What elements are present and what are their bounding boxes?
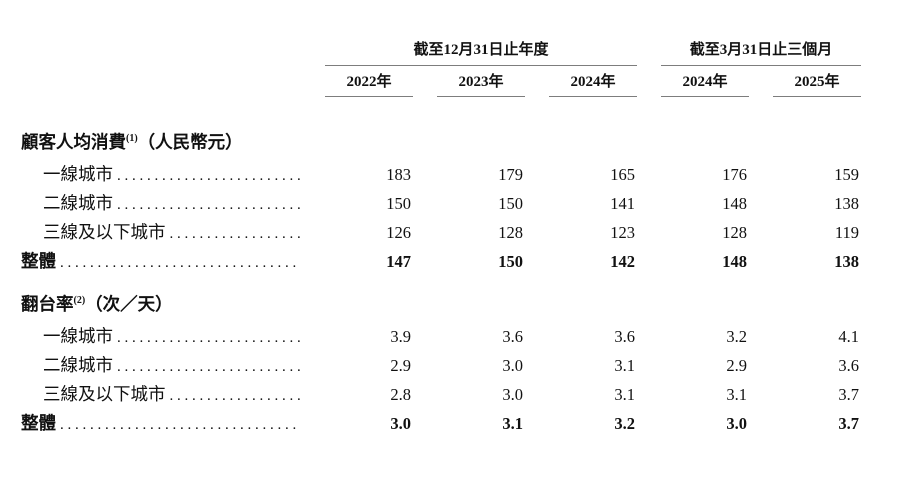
table-row: 三線及以下城市 126 128 123 128 119 <box>21 218 914 247</box>
value-cell-0: 183 <box>386 165 411 184</box>
dot-leader <box>60 249 301 278</box>
value-cell-4: 159 <box>834 165 859 184</box>
value-cell-1: 179 <box>498 165 523 184</box>
value-cell-1: 3.0 <box>502 356 523 375</box>
value-cell-1: 3.0 <box>502 385 523 404</box>
dot-leader <box>60 411 301 440</box>
value-cell-4: 119 <box>834 223 859 242</box>
value-cell-2: 3.1 <box>614 356 635 375</box>
value-cell-0: 126 <box>386 223 411 242</box>
section-title-text: 翻台率 <box>21 294 74 314</box>
value-cell-4: 3.7 <box>838 414 859 433</box>
value-cell-2: 3.6 <box>614 327 635 346</box>
value-cell-4: 3.7 <box>838 385 859 404</box>
value-cell-1: 150 <box>498 252 523 271</box>
value-cell-3: 3.2 <box>726 327 747 346</box>
section-title-unit: （人民幣元） <box>137 132 243 152</box>
section-title-text: 顧客人均消費 <box>21 132 126 152</box>
row-label-cell: 一線城市 <box>21 322 301 353</box>
value-cell-3: 148 <box>722 252 747 271</box>
value-cell-1: 3.6 <box>502 327 523 346</box>
table-row: 一線城市 183 179 165 176 159 <box>21 160 914 189</box>
value-cell-3: 128 <box>722 223 747 242</box>
value-cell-4: 138 <box>834 194 859 213</box>
row-label: 一線城市 <box>43 326 113 346</box>
value-cell-2: 141 <box>610 194 635 213</box>
col-group-three-months: 截至3月31日止三個月 <box>661 40 861 66</box>
dot-leader <box>170 220 302 249</box>
dot-leader <box>117 353 301 382</box>
column-header-4: 2025年 <box>773 66 861 97</box>
row-label-cell: 整體 <box>21 247 301 278</box>
footnote-marker: (2) <box>73 295 86 307</box>
value-cell-4: 3.6 <box>838 356 859 375</box>
value-cell-3: 176 <box>722 165 747 184</box>
row-label: 整體 <box>21 251 56 271</box>
table-row: 整體 3.0 3.1 3.2 3.0 3.7 <box>21 409 914 438</box>
value-cell-0: 2.9 <box>390 356 411 375</box>
row-label-cell: 一線城市 <box>21 160 301 191</box>
section-title-unit: （次／天） <box>85 294 173 314</box>
year-header-row: 2022年 2023年 2024年 2024年 2025年 <box>21 66 914 97</box>
table-row: 三線及以下城市 2.8 3.0 3.1 3.1 3.7 <box>21 380 914 409</box>
row-label-cell: 二線城市 <box>21 351 301 382</box>
section-title: 翻台率(2)（次／天） <box>21 292 861 316</box>
row-label: 二線城市 <box>43 355 113 375</box>
footnote-marker: (1) <box>126 133 138 145</box>
value-cell-1: 128 <box>498 223 523 242</box>
table-row: 二線城市 2.9 3.0 3.1 2.9 3.6 <box>21 351 914 380</box>
table-body: 顧客人均消費(1)（人民幣元） 一線城市 183 179 165 176 159 二線城市 15… <box>21 130 914 438</box>
dot-leader <box>117 191 301 220</box>
section-title-row: 翻台率(2)（次／天） <box>21 292 914 316</box>
row-label-cell: 三線及以下城市 <box>21 380 301 411</box>
row-label-cell: 二線城市 <box>21 189 301 220</box>
value-cell-1: 150 <box>498 194 523 213</box>
value-cell-0: 3.9 <box>390 327 411 346</box>
value-cell-1: 3.1 <box>502 414 523 433</box>
value-cell-4: 138 <box>834 252 859 271</box>
row-label: 三線及以下城市 <box>43 222 166 242</box>
value-cell-3: 3.1 <box>726 385 747 404</box>
row-label-cell: 整體 <box>21 409 301 440</box>
column-header-3: 2024年 <box>661 66 749 97</box>
value-cell-2: 142 <box>610 252 635 271</box>
value-cell-2: 123 <box>610 223 635 242</box>
value-cell-2: 3.1 <box>614 385 635 404</box>
value-cell-4: 4.1 <box>838 327 859 346</box>
column-header-0: 2022年 <box>325 66 413 97</box>
value-cell-0: 147 <box>386 252 411 271</box>
row-label: 一線城市 <box>43 164 113 184</box>
column-header-1: 2023年 <box>437 66 525 97</box>
value-cell-2: 3.2 <box>614 414 635 433</box>
value-cell-2: 165 <box>610 165 635 184</box>
table-row: 二線城市 150 150 141 148 138 <box>21 189 914 218</box>
dot-leader <box>117 162 301 191</box>
dot-leader <box>170 382 302 411</box>
row-label-cell: 三線及以下城市 <box>21 218 301 249</box>
dot-leader <box>117 324 301 353</box>
column-group-header-row: 截至12月31日止年度 截至3月31日止三個月 <box>21 40 914 66</box>
row-label: 二線城市 <box>43 193 113 213</box>
table-row: 一線城市 3.9 3.6 3.6 3.2 4.1 <box>21 322 914 351</box>
section-title: 顧客人均消費(1)（人民幣元） <box>21 130 861 154</box>
table-row: 整體 147 150 142 148 138 <box>21 247 914 276</box>
value-cell-3: 148 <box>722 194 747 213</box>
value-cell-0: 2.8 <box>390 385 411 404</box>
value-cell-0: 150 <box>386 194 411 213</box>
value-cell-3: 2.9 <box>726 356 747 375</box>
section-title-row: 顧客人均消費(1)（人民幣元） <box>21 130 914 154</box>
value-cell-3: 3.0 <box>726 414 747 433</box>
column-header-2: 2024年 <box>549 66 637 97</box>
value-cell-0: 3.0 <box>390 414 411 433</box>
row-label: 三線及以下城市 <box>43 384 166 404</box>
row-label: 整體 <box>21 413 56 433</box>
col-group-annual: 截至12月31日止年度 <box>325 40 637 66</box>
